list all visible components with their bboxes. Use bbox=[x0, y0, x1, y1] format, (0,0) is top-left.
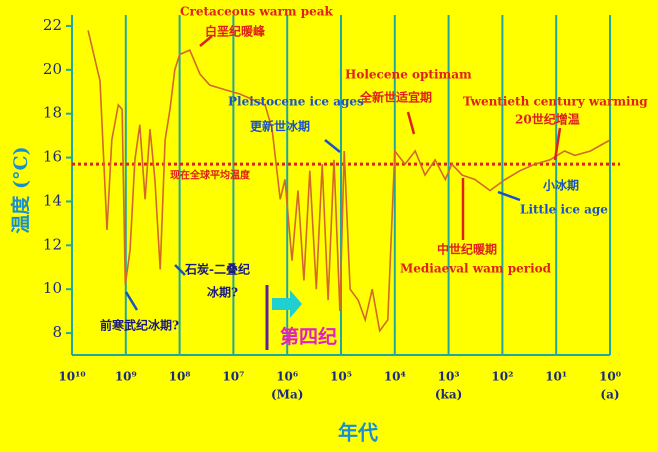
annotation: 石炭-二叠纪 bbox=[184, 262, 250, 277]
annotation: 第四纪 bbox=[280, 325, 337, 348]
x-tick-label: 10⁴ bbox=[384, 370, 406, 384]
y-tick-label: 10 bbox=[43, 279, 62, 297]
x-unit-label: (ka) bbox=[435, 388, 462, 402]
arrow bbox=[124, 291, 139, 311]
annotation: 白垩纪暖峰 bbox=[205, 24, 266, 39]
x-tick-label: 10² bbox=[491, 370, 513, 384]
annotation: Mediaeval wam period bbox=[400, 262, 552, 276]
y-tick-label: 12 bbox=[43, 235, 62, 253]
x-unit-label: (Ma) bbox=[271, 388, 303, 402]
annotation: 冰期? bbox=[207, 285, 238, 300]
y-axis-label: 温度 (°C) bbox=[9, 146, 32, 233]
annotation: Holecene optimam bbox=[345, 68, 472, 82]
annotation: 20世纪增温 bbox=[515, 112, 580, 127]
annotation: Cretaceous warm peak bbox=[180, 5, 334, 19]
annotation: Pleistocene ice ages bbox=[228, 95, 364, 109]
arrow bbox=[406, 111, 416, 135]
arrow bbox=[199, 35, 213, 47]
quaternary-arrow bbox=[272, 290, 302, 318]
x-tick-label: 10⁰ bbox=[599, 370, 621, 384]
y-tick-label: 22 bbox=[43, 16, 62, 34]
y-tick-label: 18 bbox=[43, 104, 62, 122]
temperature-line bbox=[87, 30, 611, 333]
annotation: 全新世适宜期 bbox=[359, 90, 432, 105]
x-tick-label: 10⁶ bbox=[276, 370, 298, 384]
x-tick-label: 10⁹ bbox=[115, 370, 137, 384]
x-tick-label: 10⁷ bbox=[222, 370, 244, 384]
x-tick-label: 10¹ bbox=[545, 370, 567, 384]
arrow bbox=[497, 190, 521, 202]
reference-label: 现在全球平均温度 bbox=[170, 169, 251, 182]
x-tick-label: 10⁸ bbox=[169, 370, 191, 384]
x-tick-label: 10¹⁰ bbox=[58, 370, 85, 384]
arrow bbox=[553, 127, 562, 161]
annotation: 更新世冰期 bbox=[250, 119, 310, 134]
x-tick-label: 10³ bbox=[438, 370, 460, 384]
annotation: Little ice age bbox=[520, 203, 608, 217]
x-axis-label: 年代 bbox=[338, 421, 378, 445]
y-tick-label: 14 bbox=[43, 191, 62, 209]
annotation: 前寒武纪冰期? bbox=[100, 318, 179, 333]
y-tick-label: 20 bbox=[43, 60, 62, 78]
x-unit-label: (a) bbox=[600, 388, 619, 402]
y-tick-label: 8 bbox=[52, 323, 62, 341]
annotation: 小冰期 bbox=[543, 178, 579, 193]
arrows bbox=[124, 35, 562, 350]
arrow bbox=[324, 139, 341, 153]
annotations: Cretaceous warm peak 白垩纪暖峰 Pleistocene i… bbox=[100, 5, 648, 349]
arrow bbox=[174, 264, 186, 276]
x-tick-label: 10⁵ bbox=[330, 370, 352, 384]
annotation: 中世纪暖期 bbox=[437, 242, 497, 257]
y-tick-label: 16 bbox=[43, 148, 62, 166]
annotation: Twentieth century warming bbox=[463, 95, 648, 109]
